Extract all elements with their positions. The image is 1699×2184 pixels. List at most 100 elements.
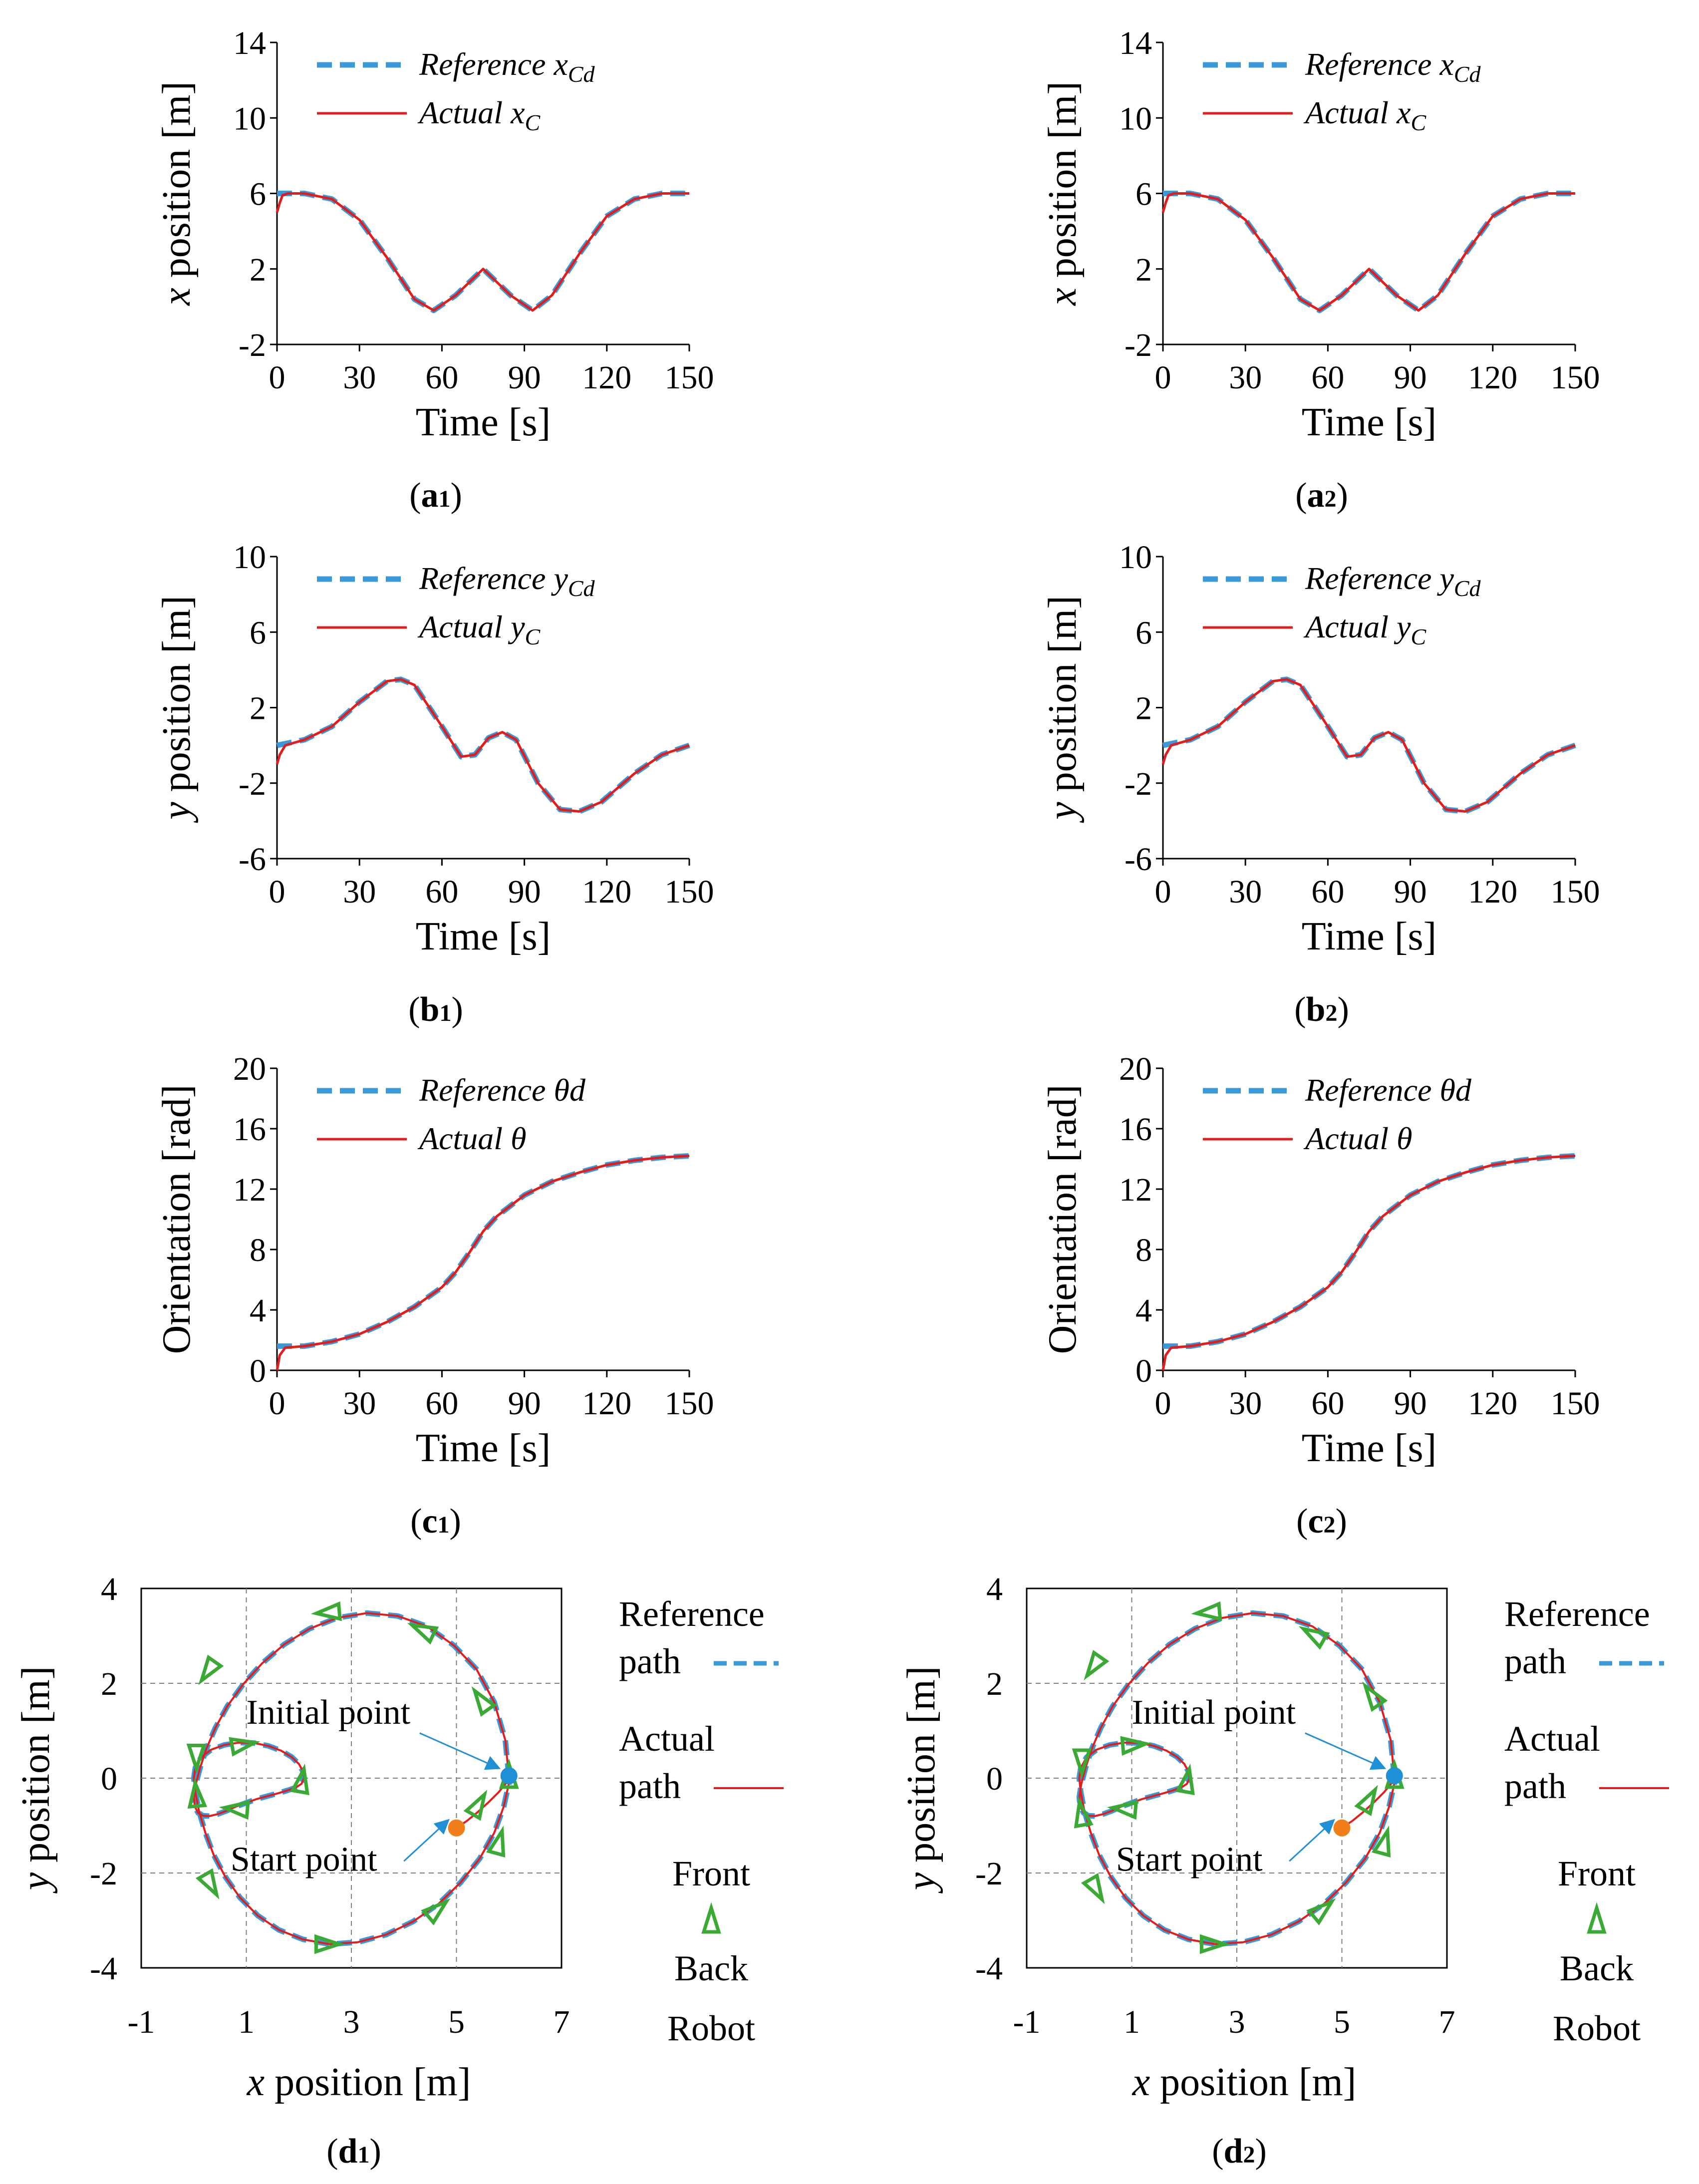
caption-paren: ) bbox=[1337, 476, 1348, 515]
y-tick-label: 8 bbox=[1135, 1232, 1152, 1268]
legend-actual-label-2: path bbox=[619, 1766, 681, 1806]
x-tick-label: 30 bbox=[1229, 874, 1262, 910]
legend-reference-label-2: path bbox=[619, 1641, 681, 1681]
legend-var: y bbox=[508, 609, 525, 644]
legend-var: x bbox=[1439, 46, 1453, 82]
caption-paren: ) bbox=[1337, 990, 1349, 1029]
y-tick-label: 0 bbox=[101, 1761, 117, 1797]
legend-var: x bbox=[553, 46, 567, 82]
x-tick-label: 60 bbox=[425, 359, 458, 396]
y-tick-label: 12 bbox=[1119, 1172, 1152, 1208]
y-tick-label: 2 bbox=[250, 690, 266, 727]
legend-var: y bbox=[1394, 609, 1411, 644]
x-tick-label: 60 bbox=[1311, 359, 1344, 396]
x-axis-title: Time [s] bbox=[416, 915, 551, 958]
x-tick-label: 60 bbox=[1311, 1385, 1344, 1422]
x-tick-label: 0 bbox=[269, 874, 285, 910]
x-tick-label: 150 bbox=[665, 1385, 714, 1422]
robot-pose-marker bbox=[1081, 1872, 1105, 1904]
panel-caption: (a1) bbox=[409, 476, 462, 515]
legend-sub: C bbox=[1411, 110, 1426, 135]
x-tick-label: 1 bbox=[238, 2004, 255, 2040]
x-tick-label: 30 bbox=[343, 359, 376, 396]
x-axis-title-text: position [m] bbox=[265, 2060, 471, 2104]
x-tick-label: 7 bbox=[554, 2004, 570, 2040]
y-tick-label: 0 bbox=[250, 1353, 266, 1389]
caption-sub: 2 bbox=[1324, 1512, 1336, 1538]
y-tick-label: 2 bbox=[1135, 690, 1152, 727]
x-tick-label: 90 bbox=[508, 874, 541, 910]
y-tick-label: 10 bbox=[1119, 100, 1152, 137]
legend-name: Actual bbox=[1303, 609, 1397, 644]
y-axis-title-text: position [m] bbox=[155, 596, 199, 802]
robot-pose-marker bbox=[229, 1737, 261, 1757]
x-tick-label: 30 bbox=[343, 874, 376, 910]
robot-pose-marker bbox=[1372, 1826, 1391, 1858]
panel-caption: (b2) bbox=[1294, 990, 1349, 1029]
panel-caption: (c2) bbox=[1296, 1502, 1347, 1541]
legend-var: θ bbox=[511, 1121, 526, 1156]
legend-label: Reference xCd bbox=[419, 46, 595, 87]
legend-front-label: Front bbox=[1558, 1854, 1636, 1893]
robot-pose-marker bbox=[1120, 1736, 1151, 1756]
y-tick-label: 2 bbox=[986, 1666, 1003, 1702]
x-tick-label: 120 bbox=[1468, 1385, 1517, 1422]
caption-sub: 2 bbox=[1325, 1000, 1337, 1026]
panel-caption: (d2) bbox=[1212, 2132, 1267, 2171]
robot-pose-marker bbox=[186, 1744, 207, 1774]
chart-b1: -6 -2 2 6 10 0 30 60 90 120 150 Time [s] y position … bbox=[155, 539, 714, 1029]
x-tick-label: 90 bbox=[508, 1385, 541, 1422]
robot-pose-marker bbox=[289, 1763, 309, 1796]
x-axis-title: Time [s] bbox=[1302, 1426, 1436, 1470]
caption-paren: ( bbox=[1294, 990, 1306, 1029]
x-tick-label: 3 bbox=[343, 2004, 360, 2040]
y-axis-title-text: position [m] bbox=[1041, 596, 1085, 802]
legend-var: θ bbox=[1397, 1121, 1412, 1156]
legend-label: Actual yC bbox=[417, 609, 541, 649]
initial-point-marker bbox=[500, 1767, 518, 1785]
legend-label: Reference θd bbox=[1305, 1072, 1472, 1108]
legend-var: y bbox=[1436, 561, 1454, 596]
x-tick-label: 0 bbox=[1155, 359, 1171, 396]
caption-letter: b bbox=[420, 990, 440, 1029]
legend-sub: Cd bbox=[568, 61, 595, 87]
y-axis-title-text: position [m] bbox=[14, 1666, 58, 1872]
x-tick-label: 0 bbox=[269, 359, 285, 396]
x-tick-label: 1 bbox=[1124, 2004, 1140, 2040]
legend-robot-label: Robot bbox=[667, 2008, 755, 2048]
y-axis-title-var: y bbox=[14, 1872, 58, 1893]
legend-name: Actual bbox=[417, 609, 511, 644]
x-tick-label: 30 bbox=[1229, 359, 1262, 396]
legend-name: Reference bbox=[1305, 46, 1439, 82]
x-tick-label: 150 bbox=[1551, 1385, 1600, 1422]
y-tick-label: -2 bbox=[90, 1856, 117, 1892]
robot-pose-marker bbox=[195, 1868, 220, 1899]
legend-sub: Cd bbox=[1454, 61, 1481, 87]
robot-pose-marker bbox=[187, 1777, 208, 1809]
robot-pose-marker bbox=[486, 1826, 506, 1858]
legend-actual-label: Actual bbox=[619, 1719, 715, 1759]
x-tick-label: 30 bbox=[1229, 1385, 1262, 1422]
x-axis-title: Time [s] bbox=[1302, 400, 1436, 444]
x-tick-label: 0 bbox=[269, 1385, 285, 1422]
series-actual-line bbox=[276, 192, 689, 312]
series-actual-line bbox=[1161, 678, 1576, 813]
caption-letter: a bbox=[1307, 476, 1325, 515]
chart-c2: 0 4 8 12 16 20 0 30 60 90 120 150 Time [s] Orientatio… bbox=[1041, 1051, 1600, 1541]
series-reference-line bbox=[1163, 191, 1575, 313]
legend-var: θd bbox=[554, 1072, 585, 1108]
start-point-label: Start point bbox=[1116, 1840, 1263, 1878]
robot-pose-marker bbox=[407, 1622, 439, 1645]
y-tick-label: 6 bbox=[250, 615, 266, 651]
legend-actual-label: Actual bbox=[1504, 1719, 1600, 1759]
y-tick-label: -2 bbox=[975, 1856, 1003, 1892]
legend-label: Reference θd bbox=[419, 1072, 586, 1108]
caption-paren: ( bbox=[410, 1502, 422, 1541]
x-tick-label: 5 bbox=[448, 2004, 465, 2040]
caption-paren: ) bbox=[450, 1502, 461, 1541]
caption-sub: 2 bbox=[1243, 2142, 1255, 2168]
caption-paren: ) bbox=[369, 2132, 381, 2171]
start-point-arrow bbox=[403, 1819, 450, 1862]
legend-name: Reference bbox=[1305, 561, 1439, 596]
